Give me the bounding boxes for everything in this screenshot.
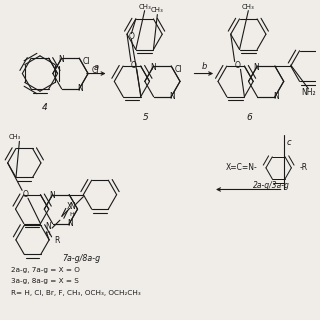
Text: N: N [273, 92, 279, 101]
Text: CH₃: CH₃ [242, 4, 255, 10]
Text: CH₃: CH₃ [138, 4, 151, 10]
Text: 4: 4 [42, 103, 48, 112]
Text: N: N [69, 202, 75, 211]
Text: N: N [67, 219, 73, 228]
Text: N: N [150, 62, 156, 72]
Text: Cl: Cl [174, 65, 182, 74]
Text: -R: -R [299, 164, 307, 172]
Text: N: N [77, 84, 83, 93]
Text: 7a-g/8a-g: 7a-g/8a-g [62, 254, 100, 263]
Text: 2a-g, 7a-g = X = O: 2a-g, 7a-g = X = O [11, 267, 79, 273]
Text: a: a [94, 63, 99, 72]
Text: H: H [46, 231, 51, 236]
Text: CH₃: CH₃ [8, 134, 20, 140]
Text: R: R [54, 236, 60, 245]
Text: N: N [49, 191, 54, 200]
Text: R= H, Cl, Br, F, CH₃, OCH₃, OCH₂CH₃: R= H, Cl, Br, F, CH₃, OCH₃, OCH₂CH₃ [11, 290, 140, 296]
Text: N: N [253, 62, 259, 72]
Text: X=C=N-: X=C=N- [226, 164, 258, 172]
Text: 6: 6 [246, 113, 252, 122]
Text: b: b [202, 62, 207, 71]
Text: H: H [69, 212, 74, 217]
Text: 2a-g/3a-g: 2a-g/3a-g [253, 181, 290, 190]
Text: N: N [169, 92, 175, 101]
Text: Cl: Cl [82, 57, 90, 66]
Text: O: O [131, 61, 137, 70]
Text: Cl: Cl [91, 66, 99, 75]
Text: X: X [67, 202, 72, 211]
Text: O: O [129, 32, 134, 41]
Text: N: N [45, 222, 51, 231]
Text: c: c [287, 138, 292, 147]
Text: 5: 5 [143, 113, 148, 122]
Text: O: O [23, 190, 29, 199]
Text: CH₃: CH₃ [151, 7, 164, 13]
Text: 3a-g, 8a-g = X = S: 3a-g, 8a-g = X = S [11, 278, 78, 284]
Text: N: N [58, 55, 64, 64]
Text: O: O [235, 61, 241, 70]
Text: NH₂: NH₂ [301, 88, 316, 97]
